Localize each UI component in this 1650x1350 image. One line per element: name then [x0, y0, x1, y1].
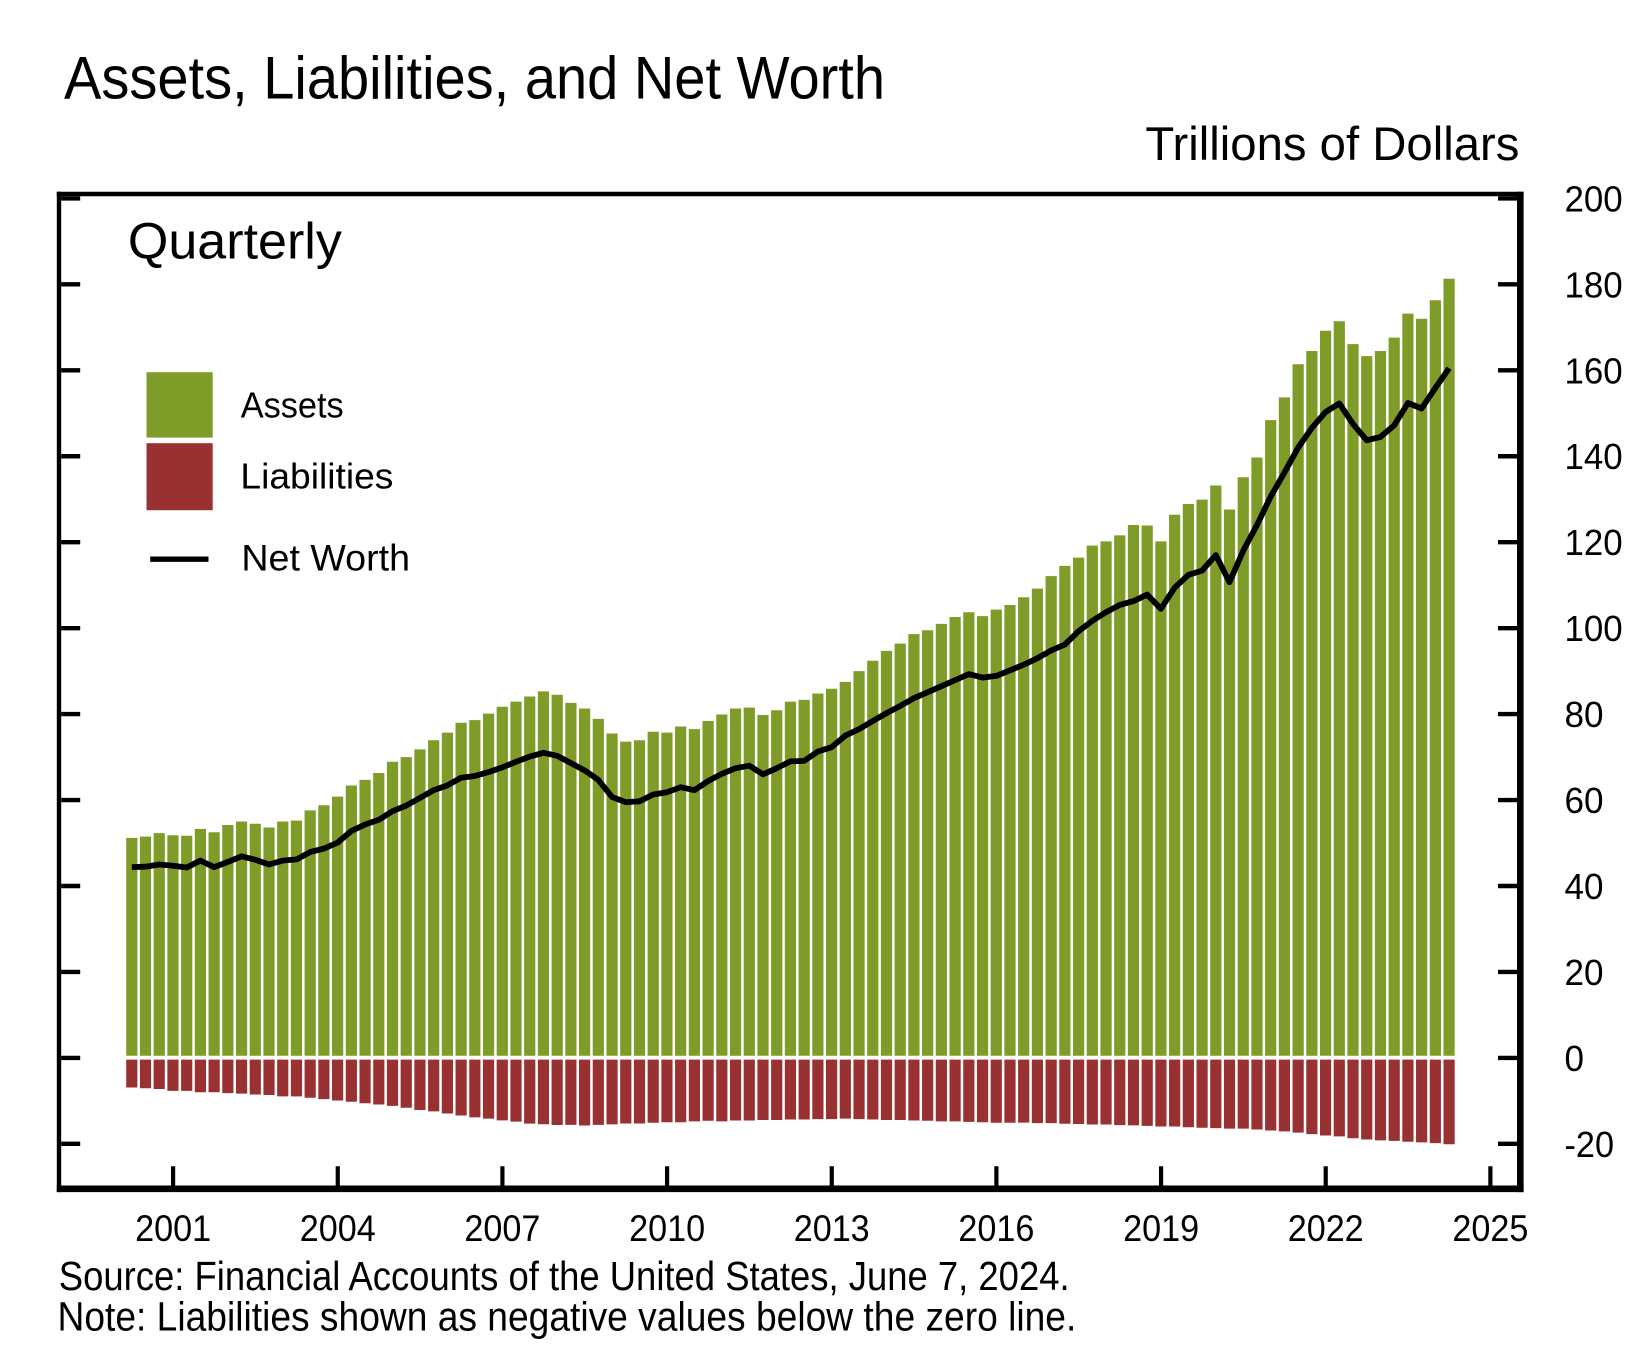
svg-text:2016: 2016 [958, 1208, 1034, 1249]
svg-text:0: 0 [1565, 1038, 1585, 1079]
svg-text:2010: 2010 [629, 1208, 705, 1249]
svg-text:Liabilities: Liabilities [240, 456, 393, 497]
svg-text:2013: 2013 [794, 1208, 870, 1249]
svg-text:200: 200 [1565, 178, 1623, 219]
svg-text:140: 140 [1565, 436, 1623, 477]
svg-text:2025: 2025 [1452, 1208, 1528, 1249]
svg-text:2001: 2001 [135, 1208, 211, 1249]
svg-text:2022: 2022 [1288, 1208, 1364, 1249]
svg-text:180: 180 [1565, 264, 1623, 305]
svg-text:20: 20 [1565, 952, 1604, 993]
svg-text:Quarterly: Quarterly [128, 212, 343, 269]
svg-text:2004: 2004 [300, 1208, 376, 1249]
svg-text:120: 120 [1565, 522, 1623, 563]
svg-text:60: 60 [1565, 780, 1604, 821]
svg-text:Note: Liabilities shown as neg: Note: Liabilities shown as negative valu… [58, 1293, 1077, 1339]
svg-text:-20: -20 [1565, 1124, 1615, 1165]
svg-text:2007: 2007 [464, 1208, 540, 1249]
svg-text:Assets, Liabilities, and Net W: Assets, Liabilities, and Net Worth [64, 45, 885, 112]
svg-text:40: 40 [1565, 866, 1604, 907]
svg-text:2019: 2019 [1123, 1208, 1199, 1249]
svg-text:160: 160 [1565, 350, 1623, 391]
svg-text:100: 100 [1565, 608, 1623, 649]
svg-text:80: 80 [1565, 694, 1604, 735]
svg-text:Assets: Assets [241, 384, 344, 425]
svg-text:Net Worth: Net Worth [241, 537, 410, 578]
svg-text:Trillions of Dollars: Trillions of Dollars [1145, 117, 1519, 170]
svg-text:Source: Financial Accounts of: Source: Financial Accounts of the United… [59, 1253, 1070, 1299]
